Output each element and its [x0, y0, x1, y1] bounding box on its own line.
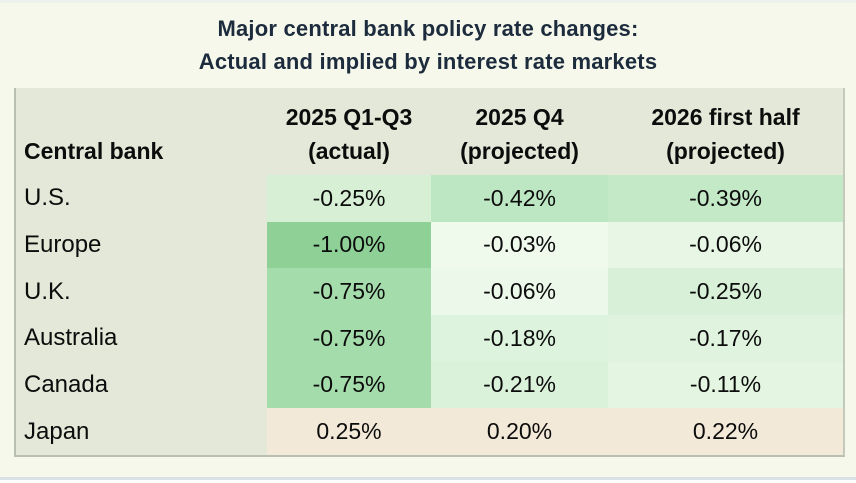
column-header-sublabel: (actual): [308, 138, 390, 164]
cell-europe-q1q3: -1.00%: [267, 221, 431, 269]
policy-rate-table: Central bank 2025 Q1-Q3 (actual) 2025 Q4…: [14, 88, 845, 457]
column-header-label: 2025 Q1-Q3: [285, 104, 413, 130]
cell-australia-q1q3: -0.75%: [267, 314, 431, 362]
row-label-australia: Australia: [16, 314, 267, 362]
column-header-label: 2026 first half: [651, 104, 800, 130]
chart-title: Major central bank policy rate changes: …: [0, 12, 856, 78]
cell-us-2026h1: -0.39%: [608, 175, 843, 222]
cell-japan-2026h1: 0.22%: [608, 408, 843, 455]
cell-canada-q4: -0.21%: [431, 361, 608, 409]
column-header-sublabel: (projected): [460, 138, 579, 164]
cell-us-q4: -0.42%: [431, 175, 608, 222]
cell-uk-q4: -0.06%: [431, 268, 608, 315]
cell-japan-q4: 0.20%: [431, 408, 608, 455]
row-label-us: U.S.: [16, 175, 267, 222]
row-label-uk: U.K.: [16, 268, 267, 315]
bottom-divider-line: [0, 477, 856, 480]
row-label-canada: Canada: [16, 361, 267, 409]
cell-europe-2026h1: -0.06%: [608, 221, 843, 269]
cell-canada-2026h1: -0.11%: [608, 361, 843, 409]
column-header-2025-q4: 2025 Q4 (projected): [431, 88, 608, 175]
column-header-2025-q1-q3: 2025 Q1-Q3 (actual): [267, 88, 431, 175]
cell-europe-q4: -0.03%: [431, 221, 608, 269]
row-label-japan: Japan: [16, 408, 267, 455]
bottom-edge: [0, 480, 856, 483]
cell-uk-q1q3: -0.75%: [267, 268, 431, 315]
cell-australia-q4: -0.18%: [431, 314, 608, 362]
chart-title-line1: Major central bank policy rate changes:: [217, 16, 639, 41]
cell-australia-2026h1: -0.17%: [608, 314, 843, 362]
cell-japan-q1q3: 0.25%: [267, 408, 431, 455]
cell-us-q1q3: -0.25%: [267, 175, 431, 222]
column-header-central-bank-label: Central bank: [24, 138, 164, 164]
top-edge-line: [0, 0, 856, 3]
column-header-2026-first-half: 2026 first half (projected): [608, 88, 843, 175]
column-header-central-bank: Central bank: [16, 88, 267, 175]
column-header-label: 2025 Q4: [475, 104, 564, 130]
column-header-sublabel: (projected): [666, 138, 785, 164]
cell-canada-q1q3: -0.75%: [267, 361, 431, 409]
chart-title-line2: Actual and implied by interest rate mark…: [198, 49, 658, 74]
cell-uk-2026h1: -0.25%: [608, 268, 843, 315]
row-label-europe: Europe: [16, 221, 267, 269]
